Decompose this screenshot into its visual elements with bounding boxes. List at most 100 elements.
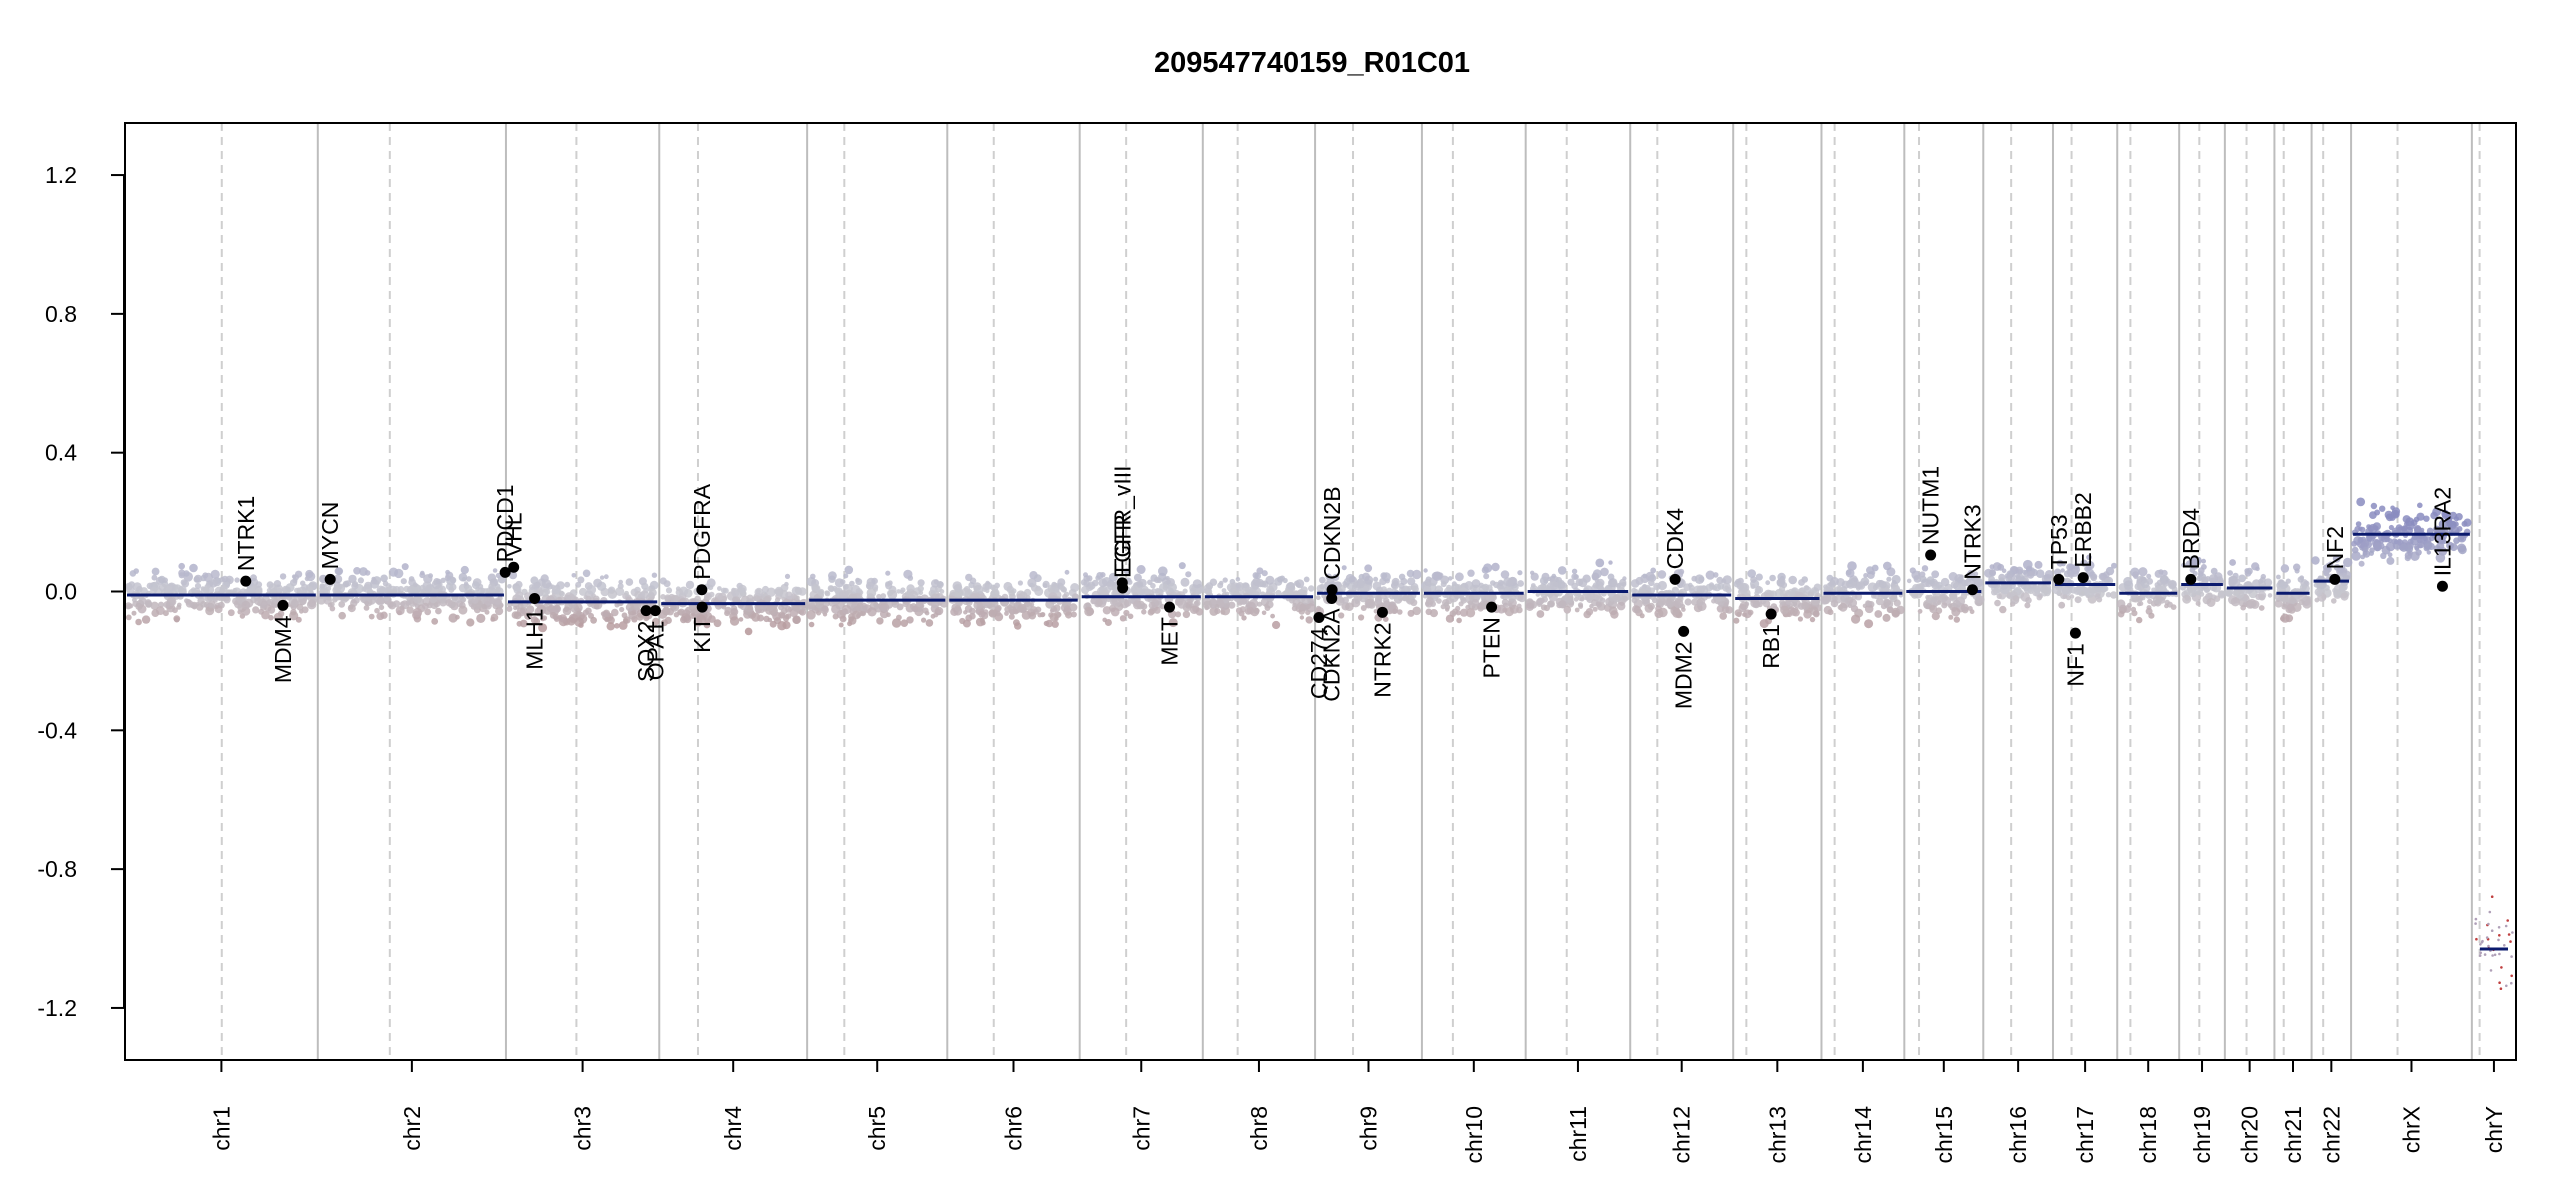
probe-point [2136, 616, 2143, 624]
probe-point [1127, 613, 1134, 620]
probe-point [2458, 545, 2467, 555]
gene-point [696, 584, 708, 596]
chromosome-label: chr19 [2189, 1106, 2215, 1164]
probe-point [2380, 552, 2387, 559]
probe-point [1716, 576, 1724, 584]
probe-point [1241, 615, 1247, 621]
probe-point [754, 595, 761, 602]
probe-point [1443, 601, 1449, 607]
probe-point [1209, 578, 1218, 586]
probe-point [844, 565, 854, 575]
probe-point [880, 603, 890, 613]
probe-point [1886, 576, 1892, 582]
probe-point [1194, 600, 1201, 607]
probe-point [2292, 602, 2302, 612]
probe-point [335, 583, 346, 593]
probe-point [1600, 567, 1609, 577]
probe-point [1357, 581, 1365, 589]
probe-point [194, 582, 202, 590]
probe-point [1319, 576, 1326, 584]
probe-point [1471, 579, 1481, 588]
probe-point [1747, 569, 1756, 578]
probe-point [304, 576, 310, 582]
gene-point [240, 575, 252, 587]
probe-point [1348, 575, 1356, 583]
probe-point [2410, 519, 2418, 526]
probe-point [1999, 605, 2007, 614]
probe-point [305, 569, 314, 579]
probe-point [2280, 613, 2290, 623]
gene-point [2329, 573, 2341, 585]
probe-point [2479, 943, 2482, 946]
probe-point [1449, 593, 1459, 603]
probe-point [553, 604, 561, 613]
probe-point [131, 610, 137, 616]
probe-point [1228, 601, 1236, 609]
probe-point [2424, 542, 2432, 551]
probe-point [1426, 581, 1432, 588]
chromosome-label: chr4 [720, 1106, 746, 1151]
probe-point [1423, 568, 1428, 573]
probe-point [1725, 606, 1733, 614]
chart-title: 209547740159_R01C01 [1154, 47, 1470, 79]
probe-point [1578, 604, 1584, 609]
probe-point [2102, 571, 2110, 579]
probe-point [1275, 589, 1282, 597]
probe-point [2026, 565, 2033, 572]
probe-point [2258, 578, 2264, 584]
probe-point [579, 587, 587, 596]
probe-point [1779, 577, 1786, 585]
probe-point [1848, 579, 1853, 584]
probe-point [713, 619, 722, 628]
probe-point [399, 605, 405, 611]
probe-point [2331, 598, 2337, 604]
gene-point [1326, 592, 1338, 604]
probe-point [2474, 922, 2477, 925]
probe-point [219, 584, 228, 593]
chromosome-label: chr14 [1850, 1106, 1876, 1164]
probe-point [1948, 614, 1954, 620]
probe-point [828, 571, 837, 581]
probe-point [2487, 944, 2490, 948]
probe-point [1851, 614, 1861, 624]
probe-point [1223, 597, 1230, 604]
probe-point [2342, 568, 2348, 573]
probe-point [1356, 595, 1363, 601]
probe-point [276, 587, 283, 594]
probe-point [651, 572, 658, 578]
probe-point [460, 565, 469, 575]
probe-point [200, 586, 210, 596]
probe-point [173, 584, 182, 593]
probe-point [746, 594, 754, 602]
probe-point [2498, 934, 2501, 937]
probe-point [2255, 593, 2262, 601]
probe-point [1065, 611, 1073, 619]
gene-point [529, 592, 541, 604]
probe-point [493, 597, 501, 605]
probe-point [177, 602, 182, 608]
gene-label: PDGFRA [689, 483, 715, 580]
probe-point [851, 600, 858, 607]
probe-point [2044, 570, 2054, 579]
probe-point [1490, 580, 1496, 586]
probe-point [352, 581, 359, 588]
probe-point [2386, 542, 2396, 552]
probe-point [1937, 600, 1942, 605]
probe-point [1108, 572, 1118, 582]
probe-point [1684, 598, 1692, 606]
probe-point [1014, 622, 1022, 630]
probe-point [2404, 555, 2411, 562]
probe-point [1592, 606, 1598, 612]
probe-point [1838, 602, 1848, 612]
probe-point [784, 573, 791, 580]
probe-point [1536, 610, 1545, 618]
probe-point [891, 600, 900, 608]
probe-point [132, 597, 137, 603]
probe-point [779, 590, 789, 599]
probe-point [1040, 612, 1046, 617]
probe-point [2379, 505, 2386, 512]
probe-point [2285, 578, 2291, 584]
probe-point [1639, 613, 1645, 619]
probe-point [2251, 562, 2260, 571]
